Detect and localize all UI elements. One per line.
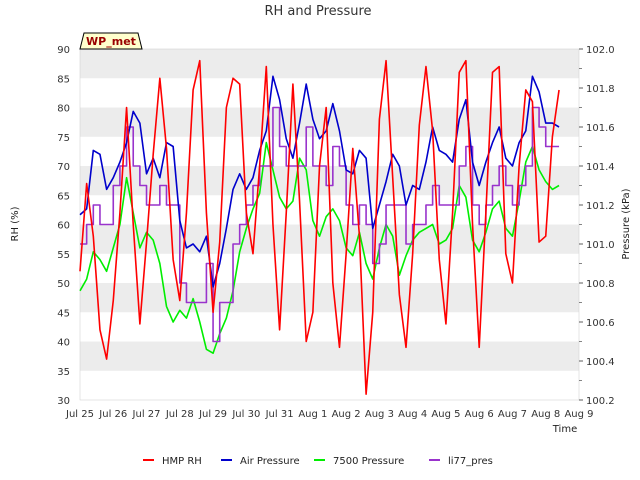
badge-label: WP_met — [86, 35, 136, 48]
legend-label: Air Pressure — [240, 456, 300, 467]
x-tick-label: Aug 3 — [365, 409, 394, 420]
x-tick-label: Jul 26 — [98, 409, 127, 420]
x-tick-label: Jul 28 — [165, 409, 194, 420]
y-tick-label: 60 — [57, 221, 70, 232]
series-line-air-pressure — [79, 75, 560, 288]
legend: HMP RH Air Pressure 7500 Pressure li77_pres — [143, 456, 493, 467]
y-tick-label: 40 — [57, 338, 70, 349]
y2-tick-label: 101.8 — [586, 84, 615, 95]
y-tick-label: 65 — [57, 191, 70, 202]
x-tick-label: Jul 29 — [198, 409, 227, 420]
y2-tick-label: 101.6 — [586, 123, 615, 134]
grid-band — [80, 341, 579, 371]
y2-tick-label: 100.8 — [586, 279, 615, 290]
x-axis: Jul 25 Jul 26 Jul 27 Jul 28 Jul 29 Jul 30 Jul … — [65, 409, 594, 420]
y-tick-label: 70 — [57, 162, 70, 173]
y2-axis-label: Pressure (kPa) — [621, 188, 632, 259]
x-tick-label: Aug 5 — [431, 409, 460, 420]
y-tick-label: 35 — [57, 367, 70, 378]
x-tick-label: Aug 6 — [465, 409, 494, 420]
background-bands — [80, 49, 579, 371]
legend-label: HMP RH — [162, 456, 202, 467]
y2-tick-label: 100.6 — [586, 318, 615, 329]
y2-tick-label: 100.2 — [586, 396, 615, 407]
x-tick-label: Jul 31 — [265, 409, 294, 420]
x-tick-label: Aug 4 — [398, 409, 427, 420]
grid-band — [80, 224, 579, 254]
y-tick-label: 85 — [57, 74, 70, 85]
y2-tick-label: 100.4 — [586, 357, 615, 368]
grid-band — [80, 49, 579, 79]
x-axis-label: Time — [552, 424, 577, 435]
series-line-7500-pressure — [79, 141, 560, 354]
y2-tick-label: 101.4 — [586, 162, 615, 173]
y-axis-right: 100.2 100.4 100.6 100.8 101.0 101.2 101.4 101.6… — [579, 45, 615, 407]
y2-tick-label: 101.0 — [586, 240, 615, 251]
station-badge: WP_met — [79, 32, 143, 50]
series-layer — [79, 59, 560, 395]
legend-label: li77_pres — [448, 456, 493, 467]
y-tick-label: 30 — [57, 396, 70, 407]
y-tick-label: 80 — [57, 104, 70, 115]
x-tick-label: Jul 27 — [132, 409, 161, 420]
y-tick-label: 75 — [57, 133, 70, 144]
x-tick-label: Aug 9 — [564, 409, 593, 420]
chart-title: RH and Pressure — [264, 4, 371, 19]
y-tick-label: 55 — [57, 250, 70, 261]
x-tick-label: Aug 2 — [332, 409, 361, 420]
badge-shape — [79, 32, 143, 50]
y-tick-label: 50 — [57, 279, 70, 290]
y-axis-left: 30 35 40 45 50 55 60 65 70 75 80 85 90 — [57, 45, 70, 407]
grid-band — [80, 283, 579, 313]
x-tick-label: Aug 1 — [298, 409, 327, 420]
y-axis-label: RH (%) — [10, 206, 21, 241]
x-tick-label: Aug 7 — [498, 409, 527, 420]
x-tick-label: Jul 30 — [231, 409, 260, 420]
y-tick-label: 45 — [57, 308, 70, 319]
legend-label: 7500 Pressure — [333, 456, 404, 467]
series-line-hmp-rh — [79, 59, 560, 395]
x-tick-label: Aug 8 — [531, 409, 560, 420]
y-tick-label: 90 — [57, 45, 70, 56]
x-tick-label: Jul 25 — [65, 409, 94, 420]
y2-tick-label: 101.2 — [586, 201, 615, 212]
y2-tick-label: 102.0 — [586, 45, 615, 56]
